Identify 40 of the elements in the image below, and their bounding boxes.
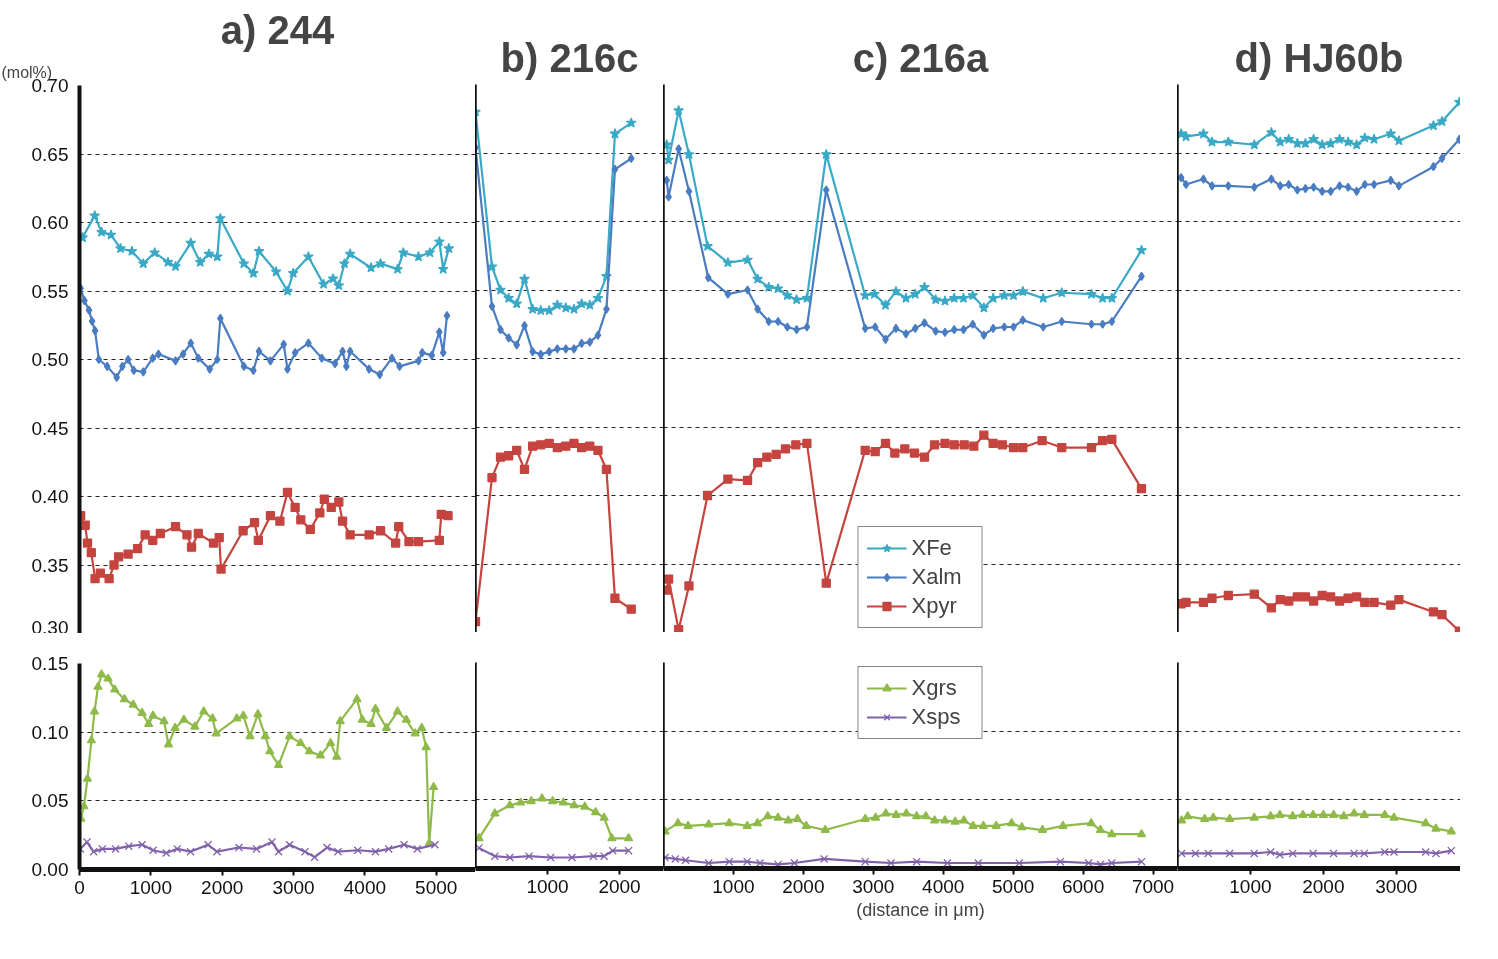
y-tick-label: 0.60 xyxy=(31,212,69,233)
x-tick-label: 5000 xyxy=(992,875,1035,897)
y-tick-label: 0.35 xyxy=(31,554,69,576)
x-tick-label: 3000 xyxy=(852,875,895,897)
x-tick-label: 1000 xyxy=(712,875,755,897)
x-tick-label: 2000 xyxy=(598,875,641,897)
y-tick-label: 0.65 xyxy=(31,143,69,165)
x-tick-label: 1000 xyxy=(129,876,172,898)
legend-label: Xalm xyxy=(911,564,963,590)
y-tick-label: 0.55 xyxy=(31,280,69,302)
legend-label: Xsps xyxy=(911,704,962,730)
x-tick-label: 2000 xyxy=(782,875,825,897)
y-tick-label: 0.40 xyxy=(31,486,69,507)
x-tick-label: 4000 xyxy=(922,875,965,897)
legend-label: Xgrs xyxy=(911,675,958,701)
x-axis-title: (distance in μm) xyxy=(856,899,985,920)
chart-title: c) 216a xyxy=(852,35,990,80)
x-tick-label: 7000 xyxy=(1131,875,1175,897)
y-tick-label: 0.00 xyxy=(31,859,69,880)
x-tick-label: 1000 xyxy=(526,875,569,897)
y-tick-label: 0.30 xyxy=(31,616,69,638)
x-tick-label: 5000 xyxy=(415,876,458,898)
y-tick-label: 0.10 xyxy=(31,721,69,743)
chart-title: b) 216c xyxy=(500,35,639,80)
x-tick-label: 0 xyxy=(74,876,85,898)
x-tick-label: 3000 xyxy=(272,876,315,898)
x-tick-label: 2000 xyxy=(201,876,244,898)
y-tick-label: 0.50 xyxy=(31,349,69,370)
x-tick-label: 6000 xyxy=(1061,875,1105,897)
chart-title: a) 244 xyxy=(220,7,335,52)
y-tick-label: 0.05 xyxy=(31,790,69,812)
x-tick-label: 4000 xyxy=(343,876,387,898)
y-tick-label: 0.15 xyxy=(31,653,69,674)
x-tick-label: 2000 xyxy=(1302,875,1345,897)
x-tick-label: 1000 xyxy=(1229,875,1272,897)
y-tick-label: 0.45 xyxy=(31,417,69,439)
chart-title: d) HJ60b xyxy=(1234,35,1404,80)
legend-label: Xpyr xyxy=(911,593,958,619)
legend-label: XFe xyxy=(911,535,953,561)
x-tick-label: 3000 xyxy=(1375,875,1418,897)
